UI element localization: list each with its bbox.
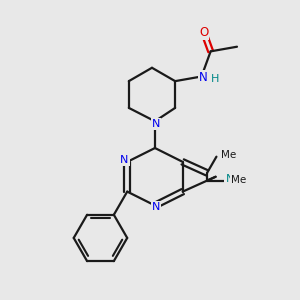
Text: Me: Me xyxy=(231,175,246,184)
Text: Me: Me xyxy=(221,150,237,160)
Text: N: N xyxy=(120,155,128,165)
Text: N: N xyxy=(199,71,208,84)
Text: O: O xyxy=(199,26,208,39)
Text: N: N xyxy=(152,119,160,129)
Text: N: N xyxy=(152,202,160,212)
Text: NH: NH xyxy=(226,174,242,184)
Text: H: H xyxy=(210,74,219,85)
